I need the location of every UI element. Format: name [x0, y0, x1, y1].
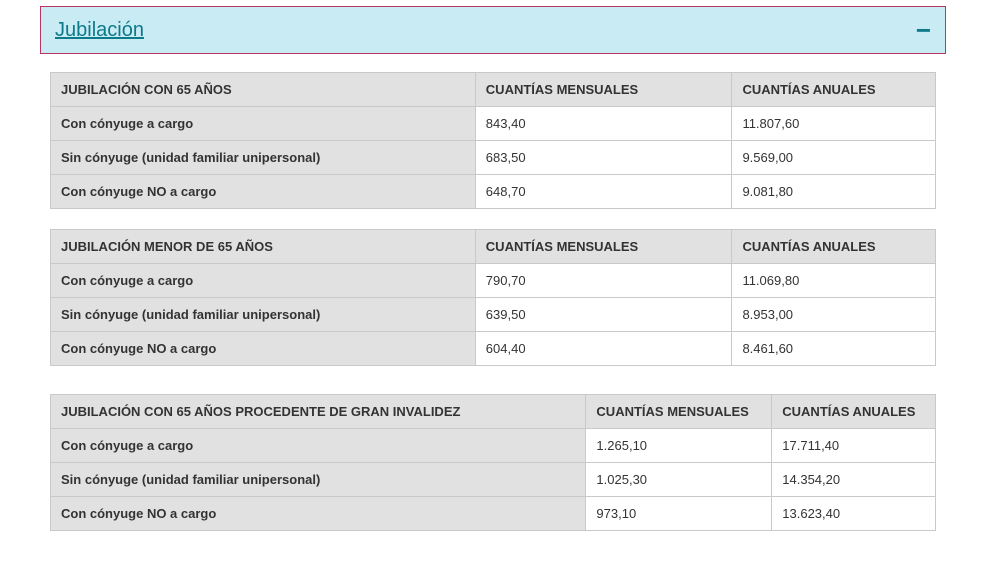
row-anual: 8.461,60: [732, 332, 936, 366]
table-gran-invalidez: JUBILACIÓN CON 65 AÑOS PROCEDENTE DE GRA…: [50, 394, 936, 531]
table-row: Sin cónyuge (unidad familiar unipersonal…: [51, 298, 936, 332]
table-row: Con cónyuge a cargo 1.265,10 17.711,40: [51, 429, 936, 463]
row-anual: 14.354,20: [772, 463, 936, 497]
row-anual: 17.711,40: [772, 429, 936, 463]
row-mensual: 648,70: [475, 175, 732, 209]
row-mensual: 973,10: [586, 497, 772, 531]
row-label: Con cónyuge a cargo: [51, 429, 586, 463]
row-mensual: 790,70: [475, 264, 732, 298]
accordion-header[interactable]: Jubilación −: [40, 6, 946, 54]
col-header-mensual: CUANTÍAS MENSUALES: [586, 395, 772, 429]
row-anual: 11.807,60: [732, 107, 936, 141]
table-row: Con cónyuge NO a cargo 604,40 8.461,60: [51, 332, 936, 366]
row-mensual: 639,50: [475, 298, 732, 332]
row-label: Sin cónyuge (unidad familiar unipersonal…: [51, 298, 476, 332]
row-mensual: 843,40: [475, 107, 732, 141]
table-jubilacion-65: JUBILACIÓN CON 65 AÑOS CUANTÍAS MENSUALE…: [50, 72, 936, 209]
col-header-label: JUBILACIÓN CON 65 AÑOS PROCEDENTE DE GRA…: [51, 395, 586, 429]
table-header: JUBILACIÓN CON 65 AÑOS CUANTÍAS MENSUALE…: [51, 73, 936, 107]
row-label: Con cónyuge NO a cargo: [51, 175, 476, 209]
table-header: JUBILACIÓN CON 65 AÑOS PROCEDENTE DE GRA…: [51, 395, 936, 429]
row-mensual: 1.265,10: [586, 429, 772, 463]
accordion-content: JUBILACIÓN CON 65 AÑOS CUANTÍAS MENSUALE…: [40, 72, 946, 531]
table-row: Con cónyuge a cargo 790,70 11.069,80: [51, 264, 936, 298]
row-mensual: 1.025,30: [586, 463, 772, 497]
row-anual: 8.953,00: [732, 298, 936, 332]
collapse-icon[interactable]: −: [916, 17, 931, 43]
row-label: Con cónyuge a cargo: [51, 107, 476, 141]
col-header-label: JUBILACIÓN CON 65 AÑOS: [51, 73, 476, 107]
table-header: JUBILACIÓN MENOR DE 65 AÑOS CUANTÍAS MEN…: [51, 230, 936, 264]
accordion-title[interactable]: Jubilación: [55, 19, 144, 42]
row-mensual: 683,50: [475, 141, 732, 175]
col-header-label: JUBILACIÓN MENOR DE 65 AÑOS: [51, 230, 476, 264]
table-row: Con cónyuge a cargo 843,40 11.807,60: [51, 107, 936, 141]
row-anual: 9.081,80: [732, 175, 936, 209]
row-label: Con cónyuge NO a cargo: [51, 332, 476, 366]
col-header-mensual: CUANTÍAS MENSUALES: [475, 73, 732, 107]
row-mensual: 604,40: [475, 332, 732, 366]
row-label: Con cónyuge NO a cargo: [51, 497, 586, 531]
row-anual: 11.069,80: [732, 264, 936, 298]
col-header-anual: CUANTÍAS ANUALES: [732, 73, 936, 107]
col-header-mensual: CUANTÍAS MENSUALES: [475, 230, 732, 264]
row-anual: 13.623,40: [772, 497, 936, 531]
table-jubilacion-menor-65: JUBILACIÓN MENOR DE 65 AÑOS CUANTÍAS MEN…: [50, 229, 936, 366]
row-label: Sin cónyuge (unidad familiar unipersonal…: [51, 463, 586, 497]
col-header-anual: CUANTÍAS ANUALES: [732, 230, 936, 264]
table-row: Sin cónyuge (unidad familiar unipersonal…: [51, 141, 936, 175]
page-container: Jubilación − JUBILACIÓN CON 65 AÑOS CUAN…: [0, 6, 986, 531]
table-row: Sin cónyuge (unidad familiar unipersonal…: [51, 463, 936, 497]
col-header-anual: CUANTÍAS ANUALES: [772, 395, 936, 429]
row-anual: 9.569,00: [732, 141, 936, 175]
table-row: Con cónyuge NO a cargo 648,70 9.081,80: [51, 175, 936, 209]
row-label: Sin cónyuge (unidad familiar unipersonal…: [51, 141, 476, 175]
row-label: Con cónyuge a cargo: [51, 264, 476, 298]
table-row: Con cónyuge NO a cargo 973,10 13.623,40: [51, 497, 936, 531]
